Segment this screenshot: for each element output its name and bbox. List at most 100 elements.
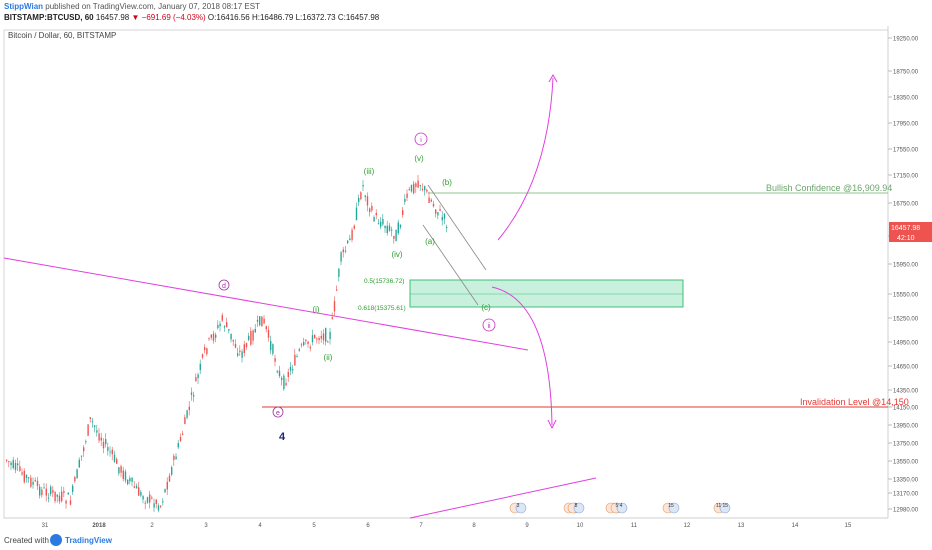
candle-body [105, 439, 107, 445]
candle-body [138, 487, 140, 496]
tradingview-link[interactable]: TradingView [65, 536, 112, 545]
wave-d-label: d [222, 283, 226, 290]
wave-ii-circle-label: ii [487, 323, 491, 330]
candle-body [360, 192, 362, 200]
price-tick-label: 13350.00 [893, 478, 919, 484]
candle-body [307, 341, 309, 344]
event-marker[interactable]: 5 4 [610, 502, 628, 514]
candle-body [34, 480, 36, 482]
candle-body [237, 353, 239, 356]
candle-body [287, 371, 289, 377]
candle-body [369, 208, 371, 213]
tradingview-logo-icon[interactable] [50, 534, 62, 546]
price-axis[interactable] [888, 26, 932, 530]
candle-body [118, 467, 120, 474]
time-tick-label: 2018 [92, 523, 106, 529]
candle-body [294, 354, 296, 366]
candle-body [384, 225, 386, 229]
candle-body [102, 441, 105, 449]
wave-4-label: 4 [279, 431, 286, 443]
candle-body [292, 369, 294, 371]
fib-retracement-zone[interactable] [409, 279, 684, 308]
candle-body [443, 213, 446, 219]
candle-body [395, 229, 397, 242]
event-marker[interactable]: 15 [662, 502, 680, 514]
wave-a-label: (a) [425, 237, 435, 246]
event-marker[interactable]: 3 [509, 502, 527, 514]
candle-body [221, 315, 223, 321]
event-marker[interactable]: 11 15 [713, 502, 731, 514]
candle-body [446, 227, 448, 229]
candle-body [69, 500, 72, 505]
time-tick-label: 6 [366, 523, 370, 529]
candle-body [333, 301, 336, 312]
projection-line-2 [422, 224, 479, 306]
price-tick-label: 13950.00 [893, 424, 919, 430]
candle-body [259, 316, 261, 326]
candle-body [56, 494, 58, 497]
candle-body [32, 481, 34, 485]
candle-body [133, 486, 135, 488]
price-chart[interactable]: 19250.00 18750.00 18350.00 17950.00 17550.00… [0, 26, 932, 530]
candle-body [248, 335, 250, 340]
candle-body [109, 451, 111, 453]
candle-body [243, 344, 245, 354]
price-tick-label: 17550.00 [893, 148, 919, 154]
candle-body [210, 334, 212, 338]
candle-body [166, 481, 168, 490]
candle-body [25, 475, 28, 479]
time-tick-label: 15 [845, 523, 852, 529]
candle-body [351, 229, 353, 240]
candle-body [157, 505, 160, 511]
candle-body [399, 224, 402, 228]
candle-body [197, 374, 199, 379]
candle-body [186, 410, 188, 418]
price-change: −691.69 (−4.03%) [141, 13, 206, 22]
candle-body [437, 212, 439, 216]
publish-line: StippWian published on TradingView.com, … [4, 2, 260, 11]
candle-body [311, 335, 314, 343]
chart-area[interactable]: 19250.00 18750.00 18350.00 17950.00 17550.00… [0, 26, 932, 530]
candle-body [111, 449, 113, 455]
candle-body [265, 326, 267, 330]
candle-body [215, 334, 217, 338]
candle-body [435, 209, 437, 214]
candle-body [67, 492, 69, 495]
candle-body [50, 486, 52, 495]
candle-body [375, 212, 377, 216]
wave-i-label: (i) [312, 305, 319, 314]
candle-body [309, 346, 311, 349]
candle-body [432, 203, 435, 207]
time-tick-label: 10 [577, 523, 584, 529]
candle-body [349, 238, 351, 241]
candle-body [30, 477, 32, 487]
candle-body [347, 240, 349, 244]
candle-body [113, 454, 116, 462]
lower-trendline[interactable] [409, 477, 597, 519]
candlestick-series [6, 175, 448, 513]
candle-body [17, 463, 19, 466]
bearish-projection-curve[interactable] [491, 286, 553, 426]
bullish-projection-curve[interactable] [497, 77, 554, 241]
close-value: C:16457.98 [337, 13, 380, 22]
candle-body [320, 336, 322, 339]
candle-body [344, 250, 347, 252]
candle-body [87, 424, 89, 436]
upper-trendline[interactable] [3, 257, 529, 351]
last-price: 16457.98 [95, 13, 130, 22]
publisher-link[interactable]: StippWian [4, 2, 44, 11]
candle-body [417, 180, 419, 188]
candle-body [201, 354, 204, 358]
candle-body [160, 505, 162, 507]
time-tick-label: 14 [792, 523, 799, 529]
event-marker[interactable]: 8 [567, 502, 585, 514]
candle-body [76, 469, 78, 479]
candle-body [8, 461, 10, 463]
candle-body [393, 235, 395, 239]
candle-body [366, 196, 369, 206]
candle-body [100, 437, 102, 441]
price-tick-label: 17950.00 [893, 122, 919, 128]
time-tick-labels: 31 2018 2 3 4 5 6 7 8 9 10 11 12 13 14 15 [42, 523, 852, 529]
candle-body [91, 421, 94, 423]
